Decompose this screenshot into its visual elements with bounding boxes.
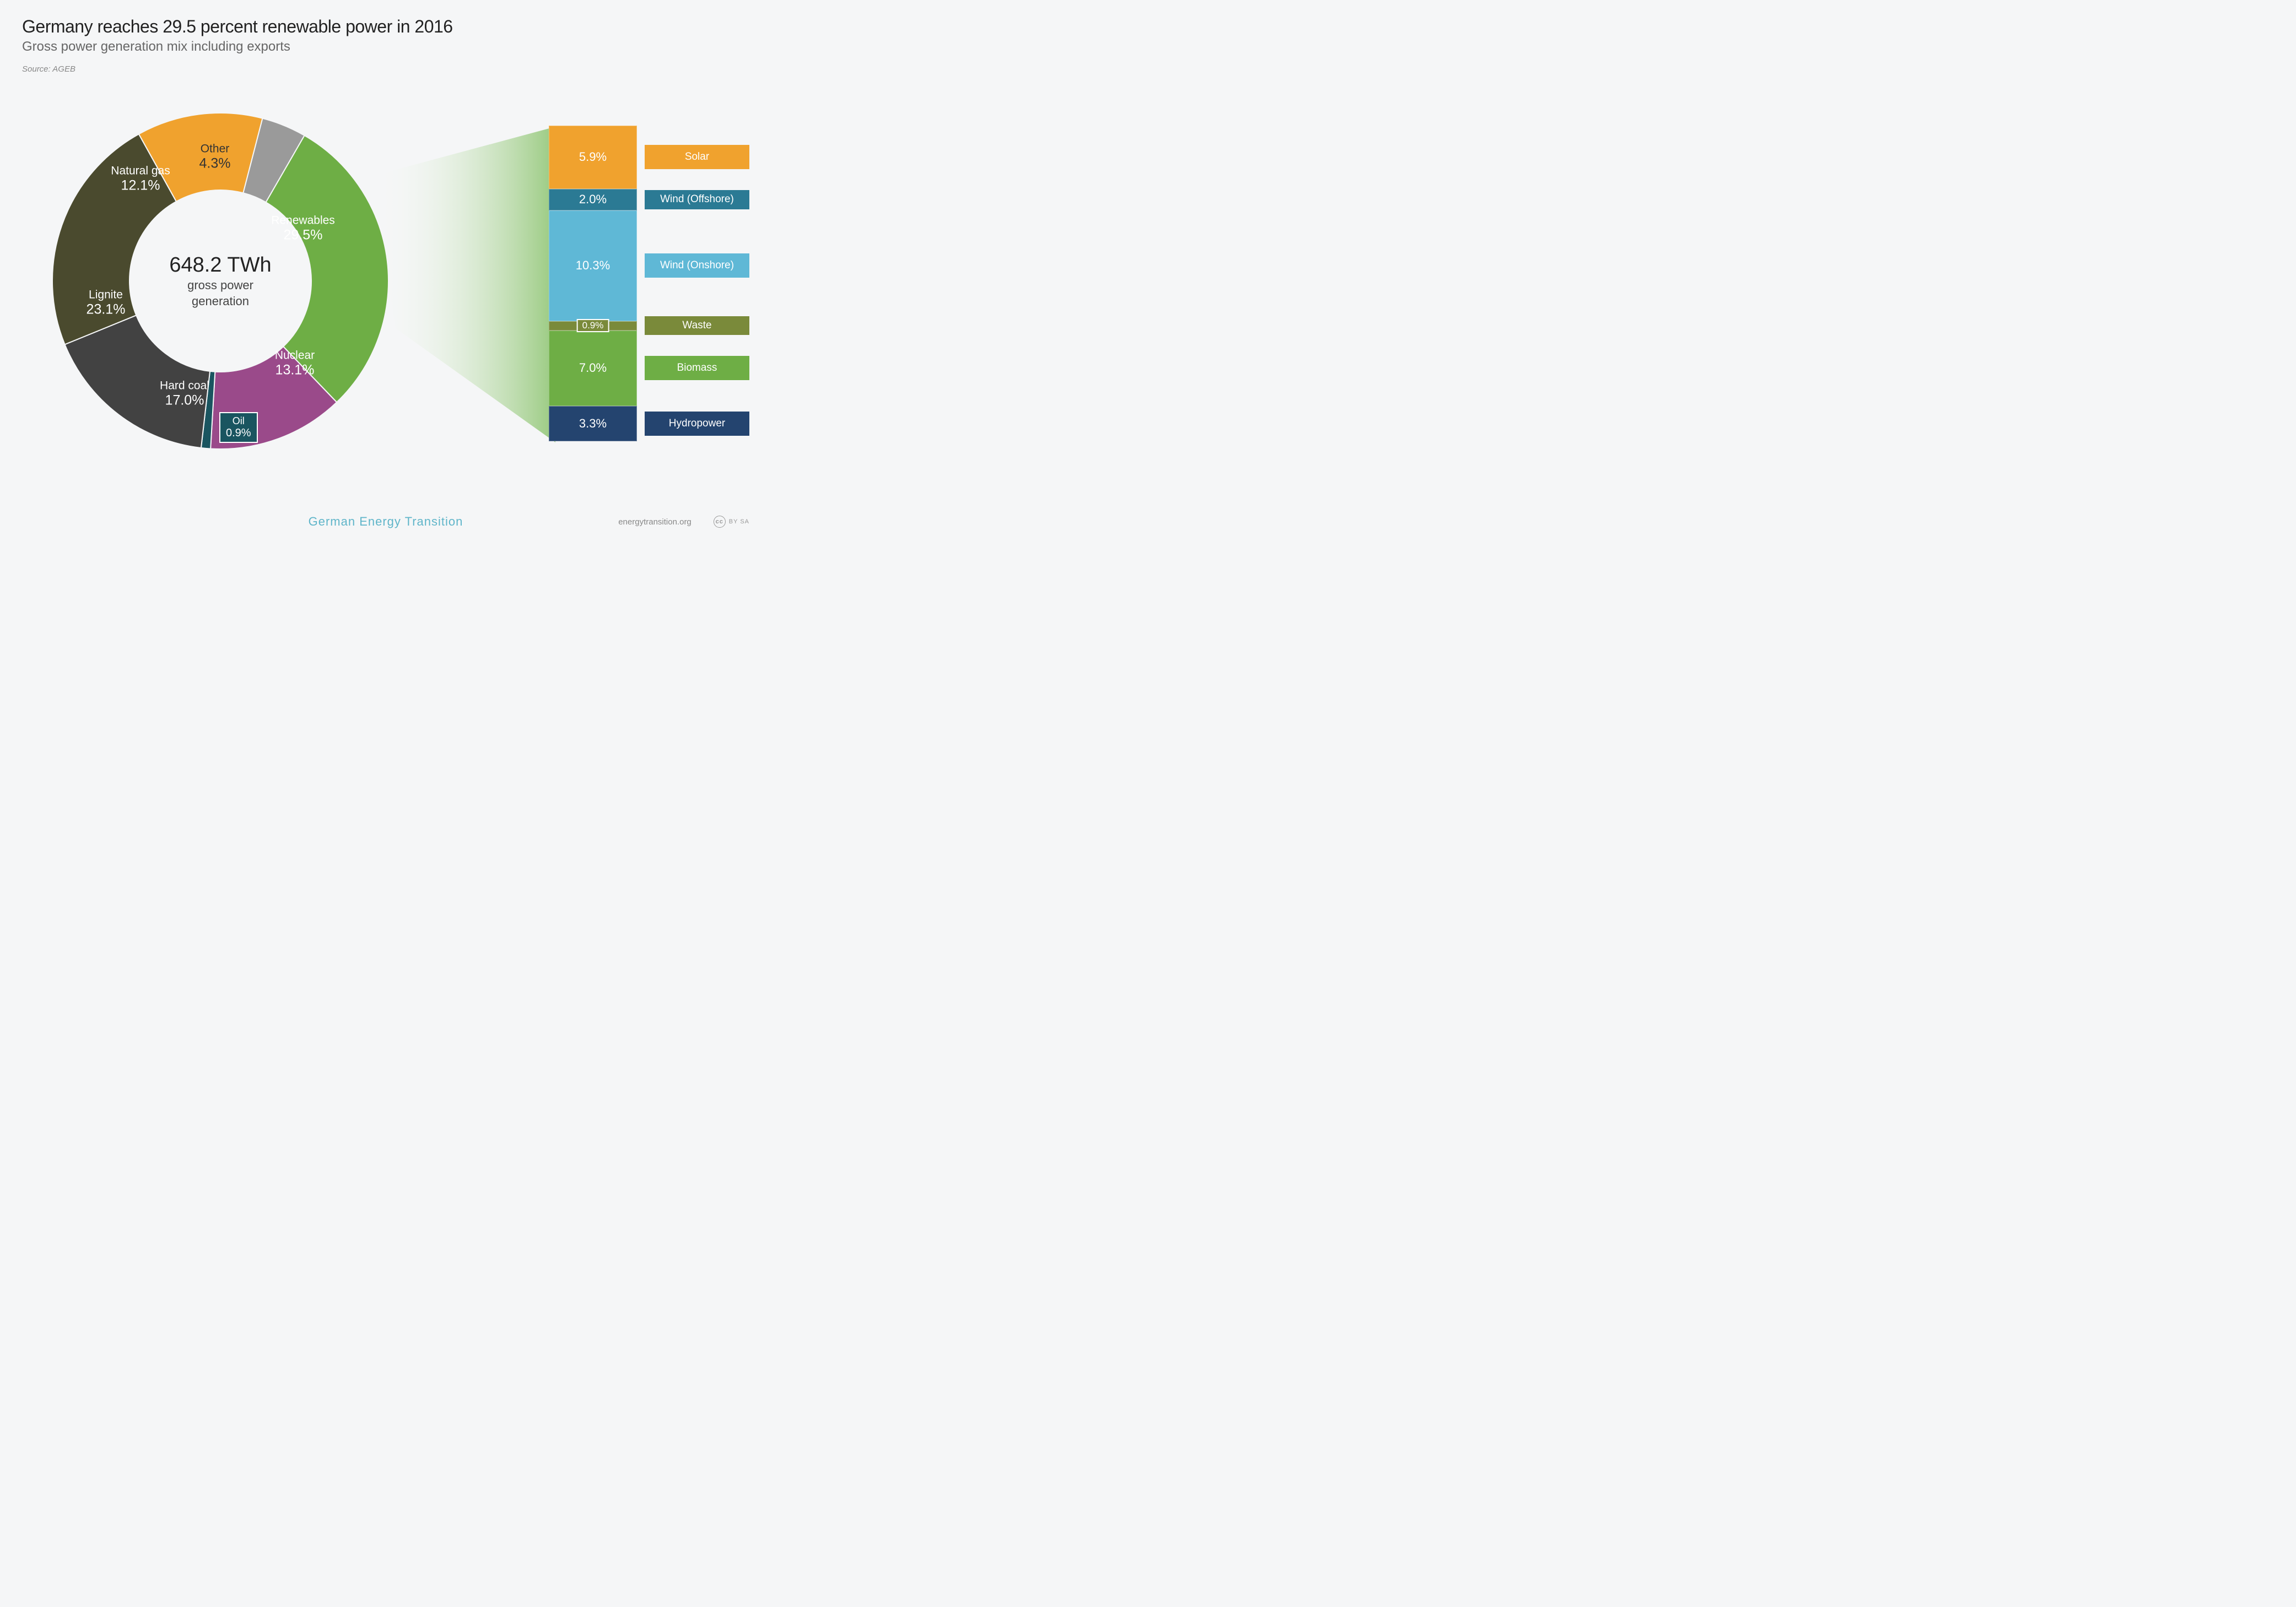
breakdown-label: Solar — [645, 126, 749, 189]
chart-area: 648.2 TWh gross power generation Renewab… — [0, 94, 771, 501]
chart-subtitle: Gross power generation mix including exp… — [22, 39, 749, 55]
footer: German Energy Transition energytransitio… — [0, 516, 771, 528]
breakdown-label: Wind (Onshore) — [645, 210, 749, 321]
breakdown-bar-value: 0.9% — [577, 319, 609, 332]
breakdown-bar: 0.9% — [549, 321, 637, 331]
breakdown-bar: 2.0% — [549, 189, 637, 210]
breakdown-label: Biomass — [645, 331, 749, 405]
oil-callout: Oil 0.9% — [219, 412, 258, 443]
breakdown-label-text: Wind (Offshore) — [645, 190, 749, 209]
breakdown-label-text: Hydropower — [645, 412, 749, 436]
breakdown-label: Hydropower — [645, 406, 749, 441]
breakdown-label: Wind (Offshore) — [645, 189, 749, 210]
footer-brand: German Energy Transition — [309, 515, 463, 529]
cc-license: cc BY SA — [714, 516, 749, 528]
cc-text: BY SA — [729, 518, 749, 525]
header: Germany reaches 29.5 percent renewable p… — [0, 0, 771, 74]
footer-url: energytransition.org — [618, 517, 691, 527]
chart-source: Source: AGEB — [22, 64, 749, 74]
renewables-breakdown: 5.9%2.0%10.3%0.9%7.0%3.3% Solar Wind (Off… — [549, 126, 749, 441]
donut-chart — [44, 105, 397, 457]
breakdown-label-text: Solar — [645, 145, 749, 169]
breakdown-bar: 3.3% — [549, 406, 637, 441]
oil-name: Oil — [226, 415, 251, 427]
breakdown-bar: 10.3% — [549, 210, 637, 321]
cc-icon: cc — [714, 516, 726, 528]
chart-title: Germany reaches 29.5 percent renewable p… — [22, 17, 749, 37]
breakdown-label-text: Wind (Onshore) — [645, 253, 749, 278]
oil-pct: 0.9% — [226, 427, 251, 440]
breakdown-label: Waste — [645, 321, 749, 331]
breakdown-bar: 5.9% — [549, 126, 637, 189]
breakdown-label-text: Biomass — [645, 356, 749, 380]
breakdown-bar: 7.0% — [549, 331, 637, 405]
